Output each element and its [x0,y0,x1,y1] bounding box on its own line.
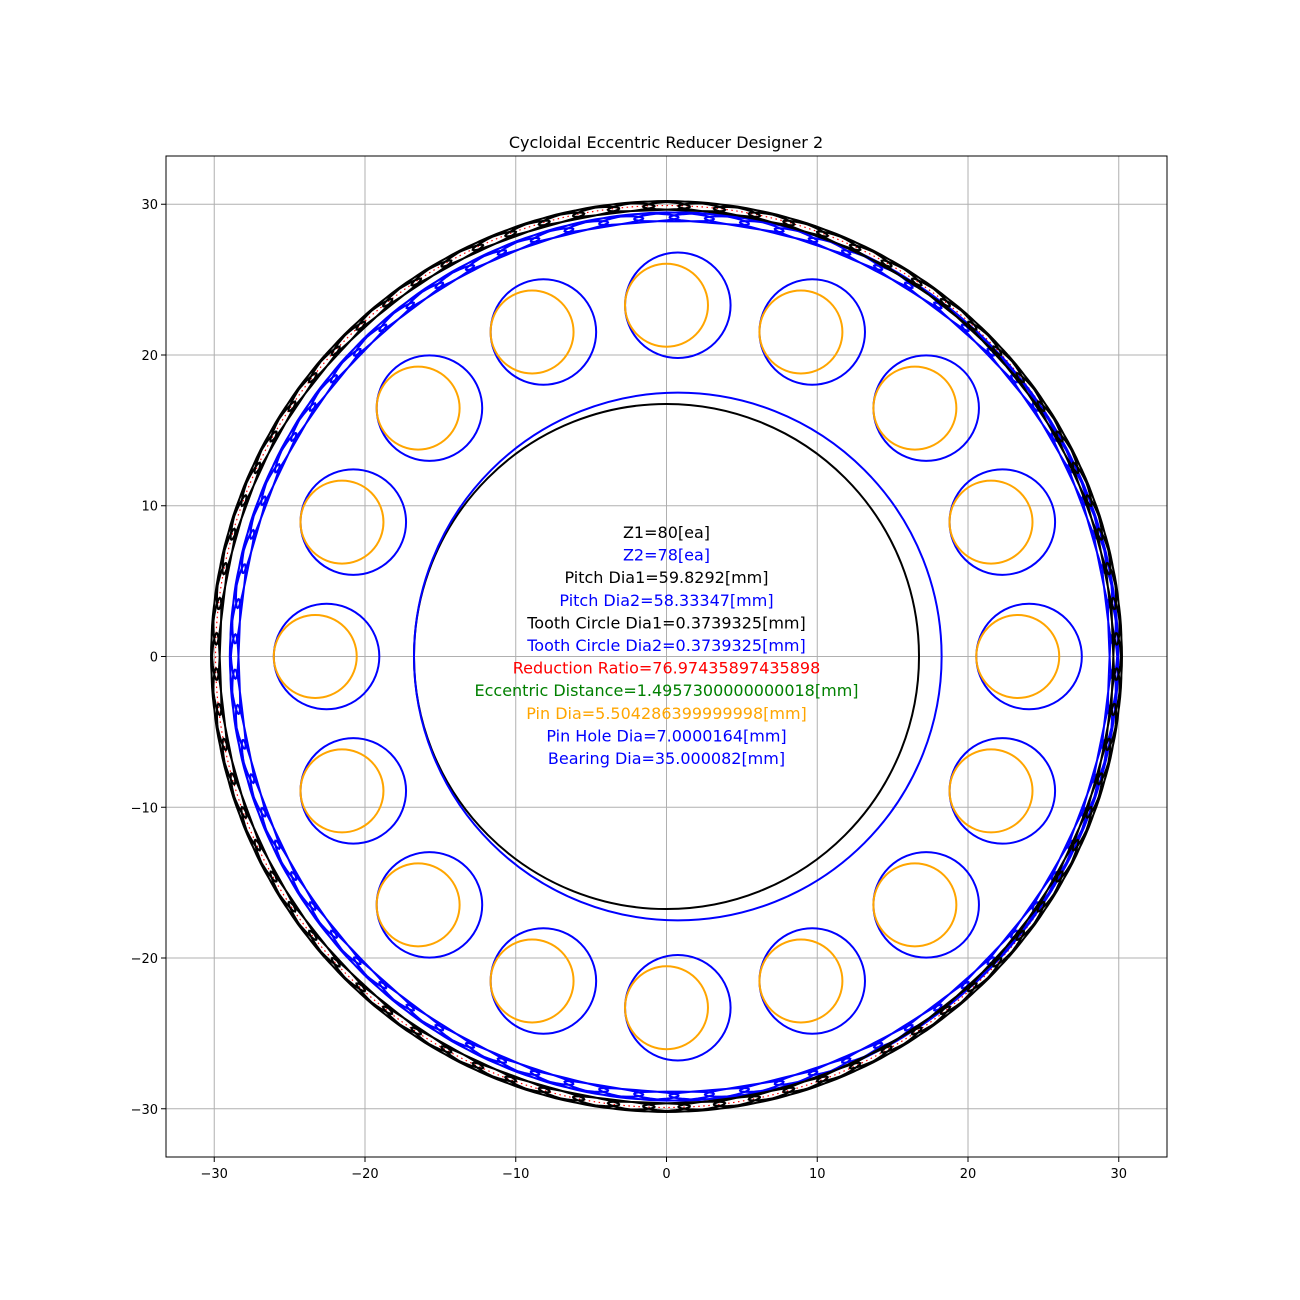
x-tick-label: −20 [351,1167,378,1182]
pin [872,365,958,451]
pin-hole [299,737,408,845]
y-tick-label: −20 [131,952,158,967]
info-line: Pitch Dia1=59.8292[mm] [564,568,768,587]
pin [624,262,709,348]
info-line: Pitch Dia2=58.33347[mm] [559,591,773,610]
y-tick-label: 10 [141,500,158,515]
pin-hole [758,278,866,386]
pin [489,938,575,1024]
pin [948,479,1034,565]
info-line: Reduction Ratio=76.97435897435898 [513,659,821,678]
pin-hole [624,251,732,360]
info-annotations: Z1=80[ea] Z2=78[ea] Pitch Dia1=59.8292[mm]… [474,523,858,768]
plot-area [210,200,1123,1113]
pin [489,289,575,375]
info-line: Bearing Dia=35.000082[mm] [548,749,785,768]
info-line: Pin Hole Dia=7.0000164[mm] [546,726,786,745]
pin-hole [872,851,980,959]
y-tick-label: 20 [141,349,158,364]
pin-hole [489,927,598,1035]
gear1-profile [210,200,1123,1113]
x-tick-label: 20 [960,1167,977,1182]
pin [948,748,1034,834]
x-tick-label: 10 [809,1167,826,1182]
y-tick-label: −10 [131,801,158,816]
pin [624,965,709,1051]
bearing-circle-2 [412,391,943,922]
chart-title: Cycloidal Eccentric Reducer Designer 2 [509,133,823,152]
pin-hole [758,927,866,1035]
pin [299,748,385,834]
info-line: Z2=78[ea] [623,546,710,565]
info-line: Eccentric Distance=1.4957300000000018[mm… [474,681,858,700]
pin [375,862,461,948]
axis-ticks: −30 −20 −10 0 10 20 30 −30 −20 −10 0 10 20 30 [131,198,1127,1182]
pin-hole [489,278,598,386]
pin-hole [375,851,484,959]
x-tick-label: −10 [502,1167,529,1182]
pin [299,479,385,565]
pin [758,938,844,1024]
pin-hole [872,354,980,462]
info-line: Z1=80[ea] [623,523,710,542]
pin-hole [375,354,484,462]
x-tick-label: 30 [1110,1167,1127,1182]
pin-hole [299,468,408,576]
y-tick-label: −30 [131,1103,158,1118]
info-line: Pin Dia=5.504286399999998[mm] [526,704,807,723]
pin [758,289,844,375]
pin-hole [948,468,1057,576]
x-tick-label: 0 [662,1167,670,1182]
pin [375,365,461,451]
pin [272,614,358,699]
y-tick-label: 0 [150,651,158,666]
pin [975,614,1061,699]
grid [166,156,1167,1157]
x-tick-label: −30 [201,1167,228,1182]
pin [872,862,958,948]
info-line: Tooth Circle Dia2=0.3739325[mm] [526,636,805,655]
pin-hole [624,953,732,1062]
y-tick-label: 30 [141,198,158,213]
info-line: Tooth Circle Dia1=0.3739325[mm] [526,613,805,632]
pin-hole [948,737,1057,845]
